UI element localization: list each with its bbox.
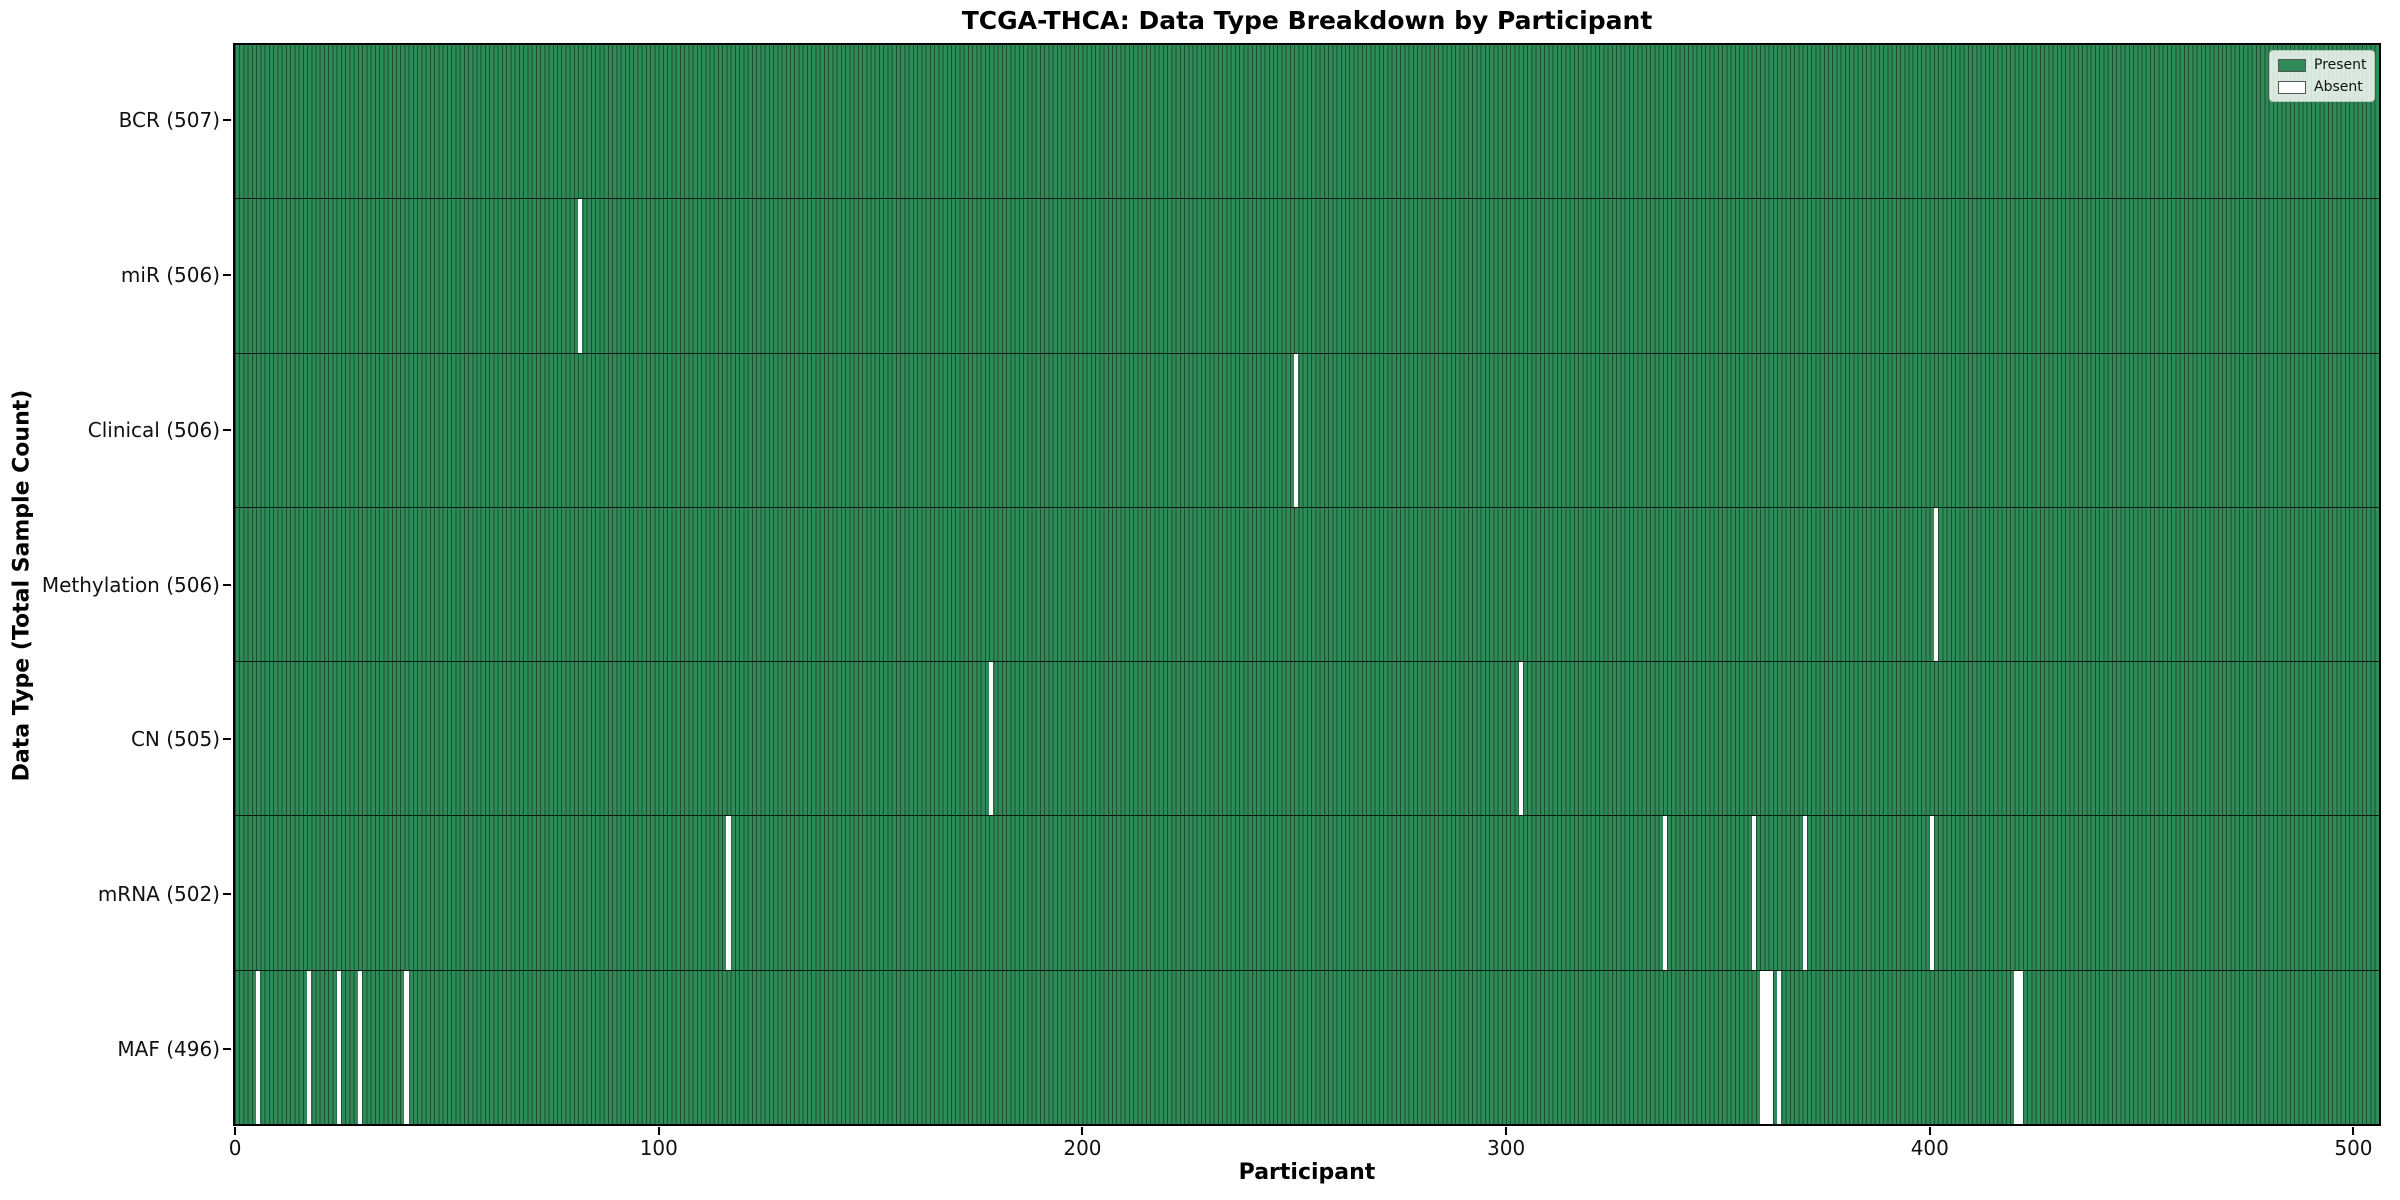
y-tick-label: Clinical (506) [87, 417, 220, 442]
absent-gap [989, 662, 994, 816]
heatmap-rows [235, 45, 2379, 1124]
absent-gap [1662, 816, 1667, 970]
y-tick-label: BCR (507) [118, 108, 220, 133]
absent-gap [2014, 970, 2019, 1124]
legend: Present Absent [2269, 50, 2375, 102]
x-tick-label: 100 [639, 1136, 678, 1160]
absent-gap [1760, 970, 1765, 1124]
absent-gap [2018, 970, 2023, 1124]
absent-gap [1933, 507, 1939, 662]
y-tick-label: Methylation (506) [41, 572, 220, 597]
heatmap-row-cn [235, 662, 2379, 817]
heatmap-row-mrna [235, 816, 2379, 971]
legend-label-absent: Absent [2314, 79, 2363, 95]
absent-gap [357, 970, 363, 1124]
x-tick-label: 400 [1910, 1136, 1949, 1160]
chart-title: TCGA-THCA: Data Type Breakdown by Partic… [961, 6, 1653, 35]
absent-gap [578, 199, 583, 353]
absent-gap [1764, 970, 1769, 1124]
absent-gap [307, 970, 312, 1124]
y-tick-mark [223, 428, 231, 431]
x-tick-mark [1081, 1127, 1084, 1135]
absent-gap [256, 970, 261, 1124]
absent-gap [1294, 353, 1299, 507]
x-tick-mark [1505, 1127, 1508, 1135]
absent-gap [404, 970, 409, 1124]
absent-gap [1751, 816, 1756, 970]
x-axis-label: Participant [1238, 1160, 1376, 1185]
heatmap-row-clinical [235, 353, 2379, 508]
absent-gap [1777, 970, 1782, 1124]
heatmap-row-maf [235, 970, 2379, 1124]
absent-gap [336, 970, 341, 1124]
absent-gap [1929, 816, 1934, 970]
legend-entry-present: Present [2278, 57, 2367, 73]
x-tick-label: 500 [2334, 1136, 2373, 1160]
y-tick-mark [223, 274, 231, 277]
x-tick-label: 300 [1487, 1136, 1526, 1160]
heatmap-row-mir [235, 199, 2379, 354]
absent-gap [1768, 970, 1773, 1124]
legend-swatch-absent [2278, 80, 2306, 94]
y-tick-label: mRNA (502) [97, 881, 220, 906]
x-tick-mark [234, 1127, 237, 1135]
legend-swatch-present [2278, 58, 2306, 72]
y-tick-label: CN (505) [130, 727, 220, 752]
x-tick-label: 0 [228, 1136, 242, 1160]
absent-gap [1518, 662, 1523, 816]
y-tick-label: MAF (496) [117, 1036, 220, 1061]
legend-label-present: Present [2314, 57, 2367, 73]
y-tick-mark [223, 892, 231, 895]
legend-entry-absent: Absent [2278, 79, 2366, 95]
y-tick-mark [223, 1047, 231, 1050]
y-tick-mark [223, 583, 231, 586]
absent-gap [1802, 816, 1807, 970]
plot-area: Present Absent [233, 43, 2381, 1126]
x-tick-label: 200 [1063, 1136, 1102, 1160]
y-tick-mark [223, 738, 231, 741]
absent-gap [726, 816, 731, 970]
x-tick-mark [1928, 1127, 1931, 1135]
x-tick-mark [657, 1127, 660, 1135]
heatmap-row-methylation [235, 507, 2379, 663]
heatmap-row-bcr [235, 45, 2379, 200]
x-tick-mark [2352, 1127, 2355, 1135]
y-tick-mark [223, 119, 231, 122]
y-tick-label: miR (506) [120, 263, 220, 288]
